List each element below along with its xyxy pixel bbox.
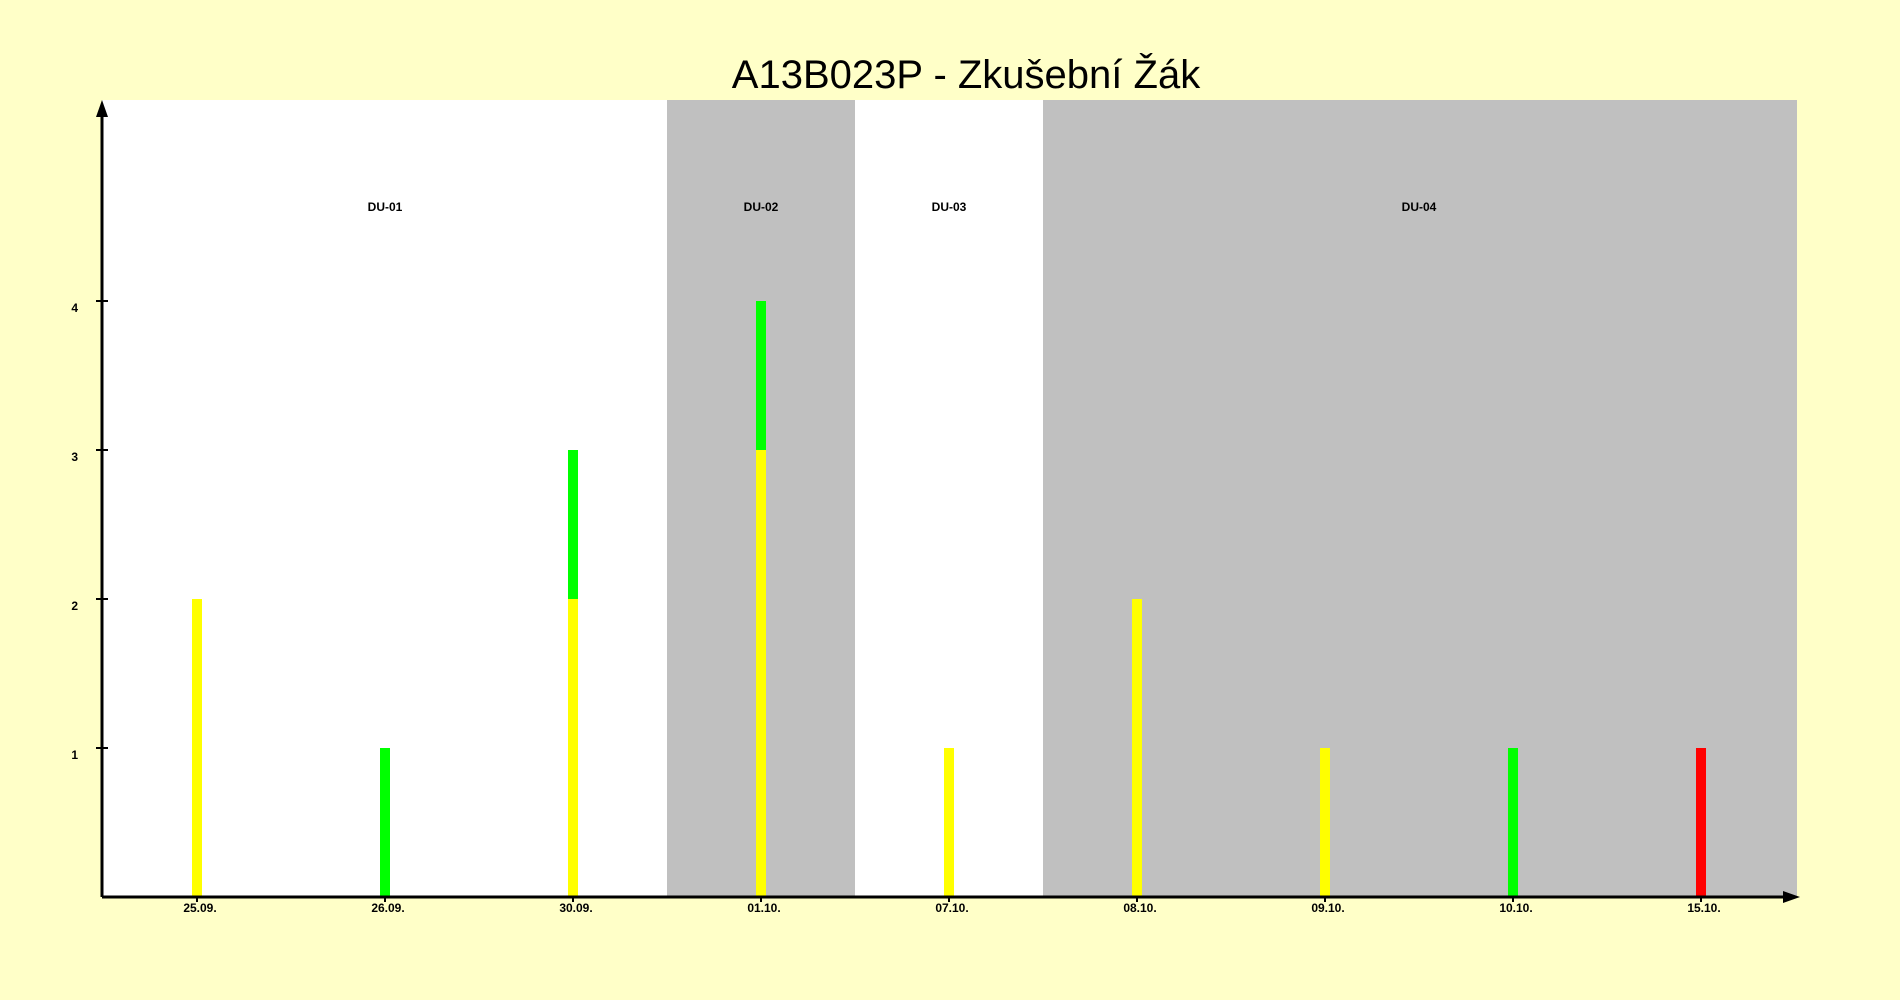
region-label: DU-02 <box>744 200 779 214</box>
bar-segment <box>1508 748 1518 897</box>
x-tick-label: 07.10. <box>935 901 968 915</box>
region-label: DU-03 <box>932 200 967 214</box>
x-tick-label: 26.09. <box>371 901 404 915</box>
y-tick-label: 4 <box>71 301 78 315</box>
bar-segment <box>756 450 766 897</box>
y-axis-arrow <box>96 100 108 117</box>
region-label: DU-01 <box>368 200 403 214</box>
x-tick-label: 01.10. <box>747 901 780 915</box>
bar-segment <box>380 748 390 897</box>
y-tick-label: 3 <box>71 450 78 464</box>
bar-segment <box>1696 748 1706 897</box>
y-tick-label: 1 <box>71 748 78 762</box>
x-tick-label: 10.10. <box>1499 901 1532 915</box>
x-tick-label: 09.10. <box>1311 901 1344 915</box>
y-tick-label: 2 <box>71 599 78 613</box>
x-tick-label: 08.10. <box>1123 901 1156 915</box>
bar-segment <box>568 450 578 599</box>
x-tick-label: 25.09. <box>183 901 216 915</box>
region-label: DU-04 <box>1402 200 1437 214</box>
bar-segment <box>1132 599 1142 897</box>
bar-segment <box>192 599 202 897</box>
x-axis-arrow <box>1783 891 1800 903</box>
bar-segment <box>568 599 578 897</box>
chart-title: A13B023P - Zkušební Žák <box>732 52 1201 97</box>
x-tick-label: 30.09. <box>559 901 592 915</box>
bar-segment <box>944 748 954 897</box>
bar-segment <box>756 301 766 450</box>
bar-segment <box>1320 748 1330 897</box>
x-tick-label: 15.10. <box>1687 901 1720 915</box>
region-band-du-04 <box>1043 100 1797 897</box>
